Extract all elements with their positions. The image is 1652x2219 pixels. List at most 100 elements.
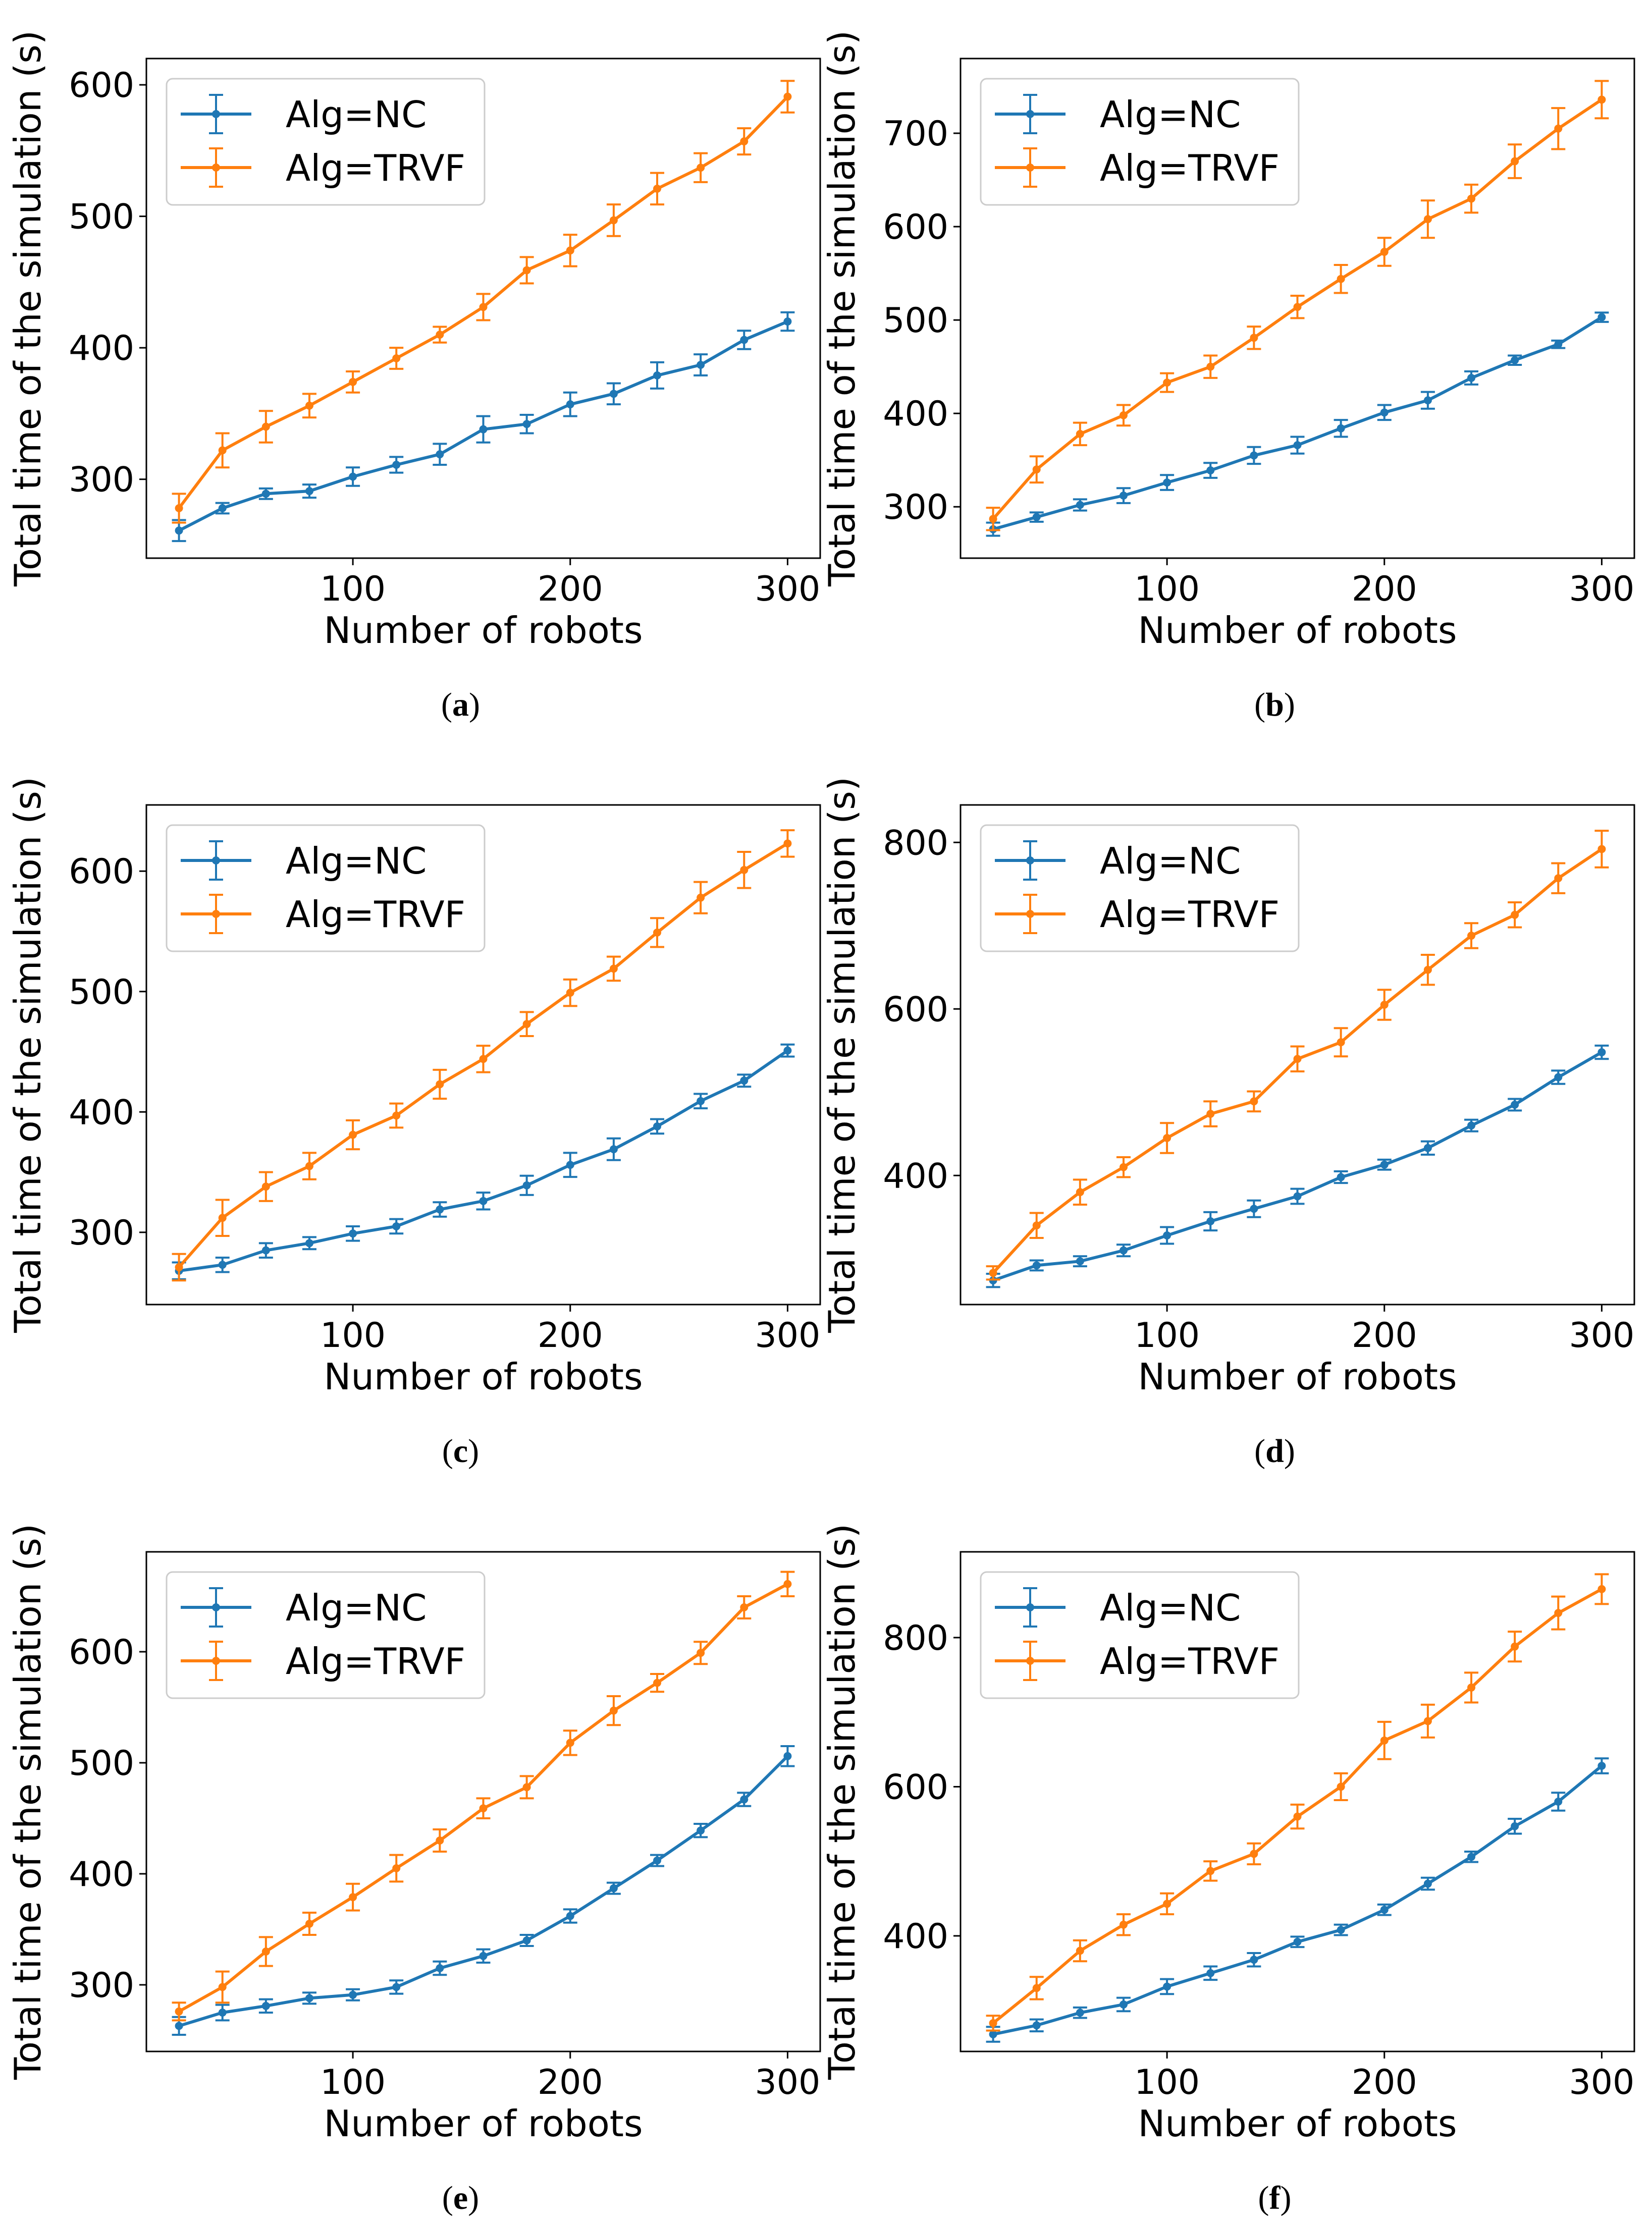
legend: Alg=NC Alg=TRVF — [980, 78, 1300, 206]
x-tick-label: 300 — [1569, 2063, 1635, 2102]
data-point-nc — [1206, 1969, 1215, 1977]
data-point-nc — [740, 336, 749, 344]
data-point-trvf — [783, 839, 792, 848]
data-point-trvf — [1206, 1110, 1215, 1118]
chart-panel-f: 100 200 300 400 600 800 Number of robots Total … — [821, 1524, 1635, 2216]
data-point-trvf — [1554, 874, 1563, 883]
data-point-nc — [261, 2001, 270, 2010]
data-point-trvf — [609, 216, 618, 225]
data-point-trvf — [1119, 411, 1128, 419]
data-point-trvf — [1380, 1736, 1389, 1745]
data-point-trvf — [1076, 1946, 1084, 1955]
legend-label: Alg=NC — [1100, 840, 1241, 882]
legend-swatch-marker — [1026, 1603, 1034, 1611]
data-point-nc — [1250, 451, 1258, 460]
data-point-trvf — [392, 1111, 401, 1120]
plot-frame — [145, 1551, 821, 2052]
legend-label: Alg=NC — [286, 840, 427, 882]
data-point-trvf — [1380, 248, 1389, 256]
legend-box — [980, 78, 1300, 206]
legend-swatch-marker — [212, 856, 220, 864]
data-point-nc — [609, 1884, 618, 1892]
data-point-nc — [566, 400, 574, 409]
y-tick-label: 500 — [883, 301, 948, 341]
legend: Alg=NC Alg=TRVF — [980, 824, 1300, 952]
data-point-trvf — [1163, 378, 1171, 387]
data-point-nc — [783, 1752, 792, 1760]
data-point-nc — [1163, 478, 1171, 487]
legend-entry-trvf: Alg=TRVF — [181, 147, 465, 189]
legend-swatch-marker — [212, 910, 220, 918]
chart-panel-c: 100 200 300 300 400 500 600 Number of robots Tot… — [7, 777, 821, 1470]
legend-box — [166, 78, 486, 206]
data-point-trvf — [1337, 275, 1345, 283]
data-point-trvf — [653, 184, 662, 193]
data-point-trvf — [783, 92, 792, 101]
data-point-trvf — [609, 964, 618, 973]
legend-entry-nc: Alg=NC — [995, 93, 1241, 136]
plot-frame — [960, 804, 1635, 1306]
data-point-trvf — [697, 1649, 705, 1657]
legend-swatch-marker — [212, 1657, 220, 1665]
data-point-nc — [392, 1222, 401, 1230]
data-point-nc — [697, 361, 705, 369]
data-point-trvf — [1032, 1984, 1041, 1992]
data-point-trvf — [392, 1864, 401, 1872]
panel-caption: (a) — [441, 686, 480, 723]
data-point-trvf — [1337, 1782, 1345, 1791]
data-point-trvf — [740, 865, 749, 874]
chart-panel-d: 100 200 300 400 600 800 Number of robots Total … — [821, 777, 1635, 1470]
x-axis-title: Number of robots — [1138, 2102, 1457, 2145]
data-point-trvf — [522, 1020, 531, 1029]
data-point-nc — [609, 1145, 618, 1154]
y-tick-label: 500 — [69, 1744, 134, 1783]
data-point-nc — [1467, 373, 1476, 382]
x-tick-label: 300 — [1569, 569, 1635, 609]
legend-swatch-marker — [1026, 856, 1034, 864]
legend: Alg=NC Alg=TRVF — [166, 78, 486, 206]
data-point-nc — [1511, 356, 1519, 364]
panel-caption: (d) — [1254, 1433, 1295, 1470]
y-tick-label: 800 — [883, 1618, 948, 1658]
data-point-nc — [392, 1983, 401, 1991]
plot-frame — [960, 1551, 1635, 2052]
y-axis-title: Total time of the simulation (s) — [7, 30, 49, 587]
y-tick-label: 300 — [69, 1966, 134, 2006]
data-point-nc — [1076, 501, 1084, 509]
data-point-trvf — [1597, 1585, 1606, 1593]
y-tick-label: 500 — [69, 972, 134, 1012]
chart-panel-a: 100 200 300 300 400 500 600 Number of robots Tot… — [7, 30, 821, 723]
plot-frame — [145, 58, 821, 559]
legend-entry-nc: Alg=NC — [995, 840, 1241, 882]
legend-swatch-marker — [1026, 164, 1034, 172]
data-point-trvf — [261, 1947, 270, 1956]
data-point-nc — [436, 1205, 444, 1214]
data-point-trvf — [349, 1893, 357, 1902]
data-point-trvf — [349, 1130, 357, 1139]
data-point-trvf — [1293, 1055, 1302, 1063]
data-point-nc — [1119, 2000, 1128, 2009]
data-point-nc — [436, 1964, 444, 1972]
data-point-trvf — [261, 1182, 270, 1191]
y-tick-label: 400 — [69, 1855, 134, 1895]
data-point-nc — [522, 1181, 531, 1189]
data-point-trvf — [1250, 1850, 1258, 1858]
data-point-trvf — [175, 504, 183, 512]
legend-entry-nc: Alg=NC — [995, 1587, 1241, 1629]
data-point-nc — [1163, 1231, 1171, 1240]
data-point-trvf — [522, 266, 531, 275]
data-point-nc — [479, 1952, 488, 1960]
data-point-nc — [1293, 1192, 1302, 1201]
data-point-nc — [175, 526, 183, 535]
x-tick-label: 200 — [1352, 569, 1417, 609]
y-tick-label: 300 — [69, 460, 134, 500]
data-point-nc — [305, 1239, 313, 1248]
y-axis-title: Total time of the simulation (s) — [821, 777, 863, 1333]
y-tick-label: 400 — [883, 394, 948, 434]
y-tick-label: 400 — [69, 329, 134, 368]
data-point-nc — [1554, 340, 1563, 349]
y-tick-label: 400 — [883, 1917, 948, 1957]
data-point-nc — [740, 1076, 749, 1085]
legend-swatch-marker — [1026, 910, 1034, 918]
